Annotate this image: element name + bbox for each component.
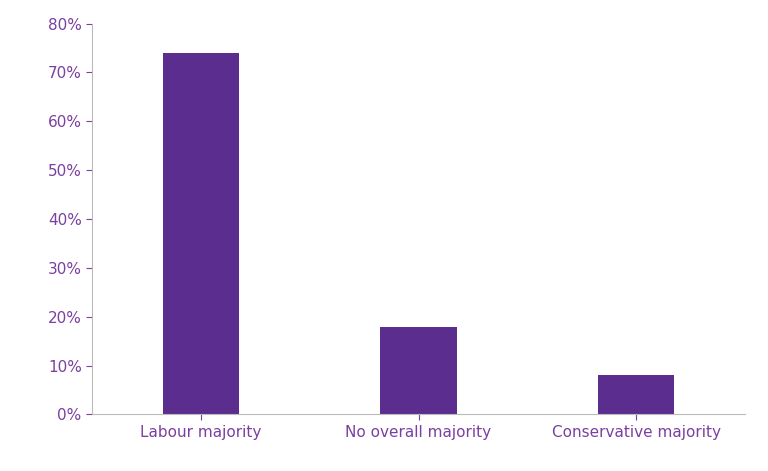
Bar: [598, 375, 674, 414]
Bar: [163, 53, 239, 414]
Bar: [380, 326, 457, 414]
